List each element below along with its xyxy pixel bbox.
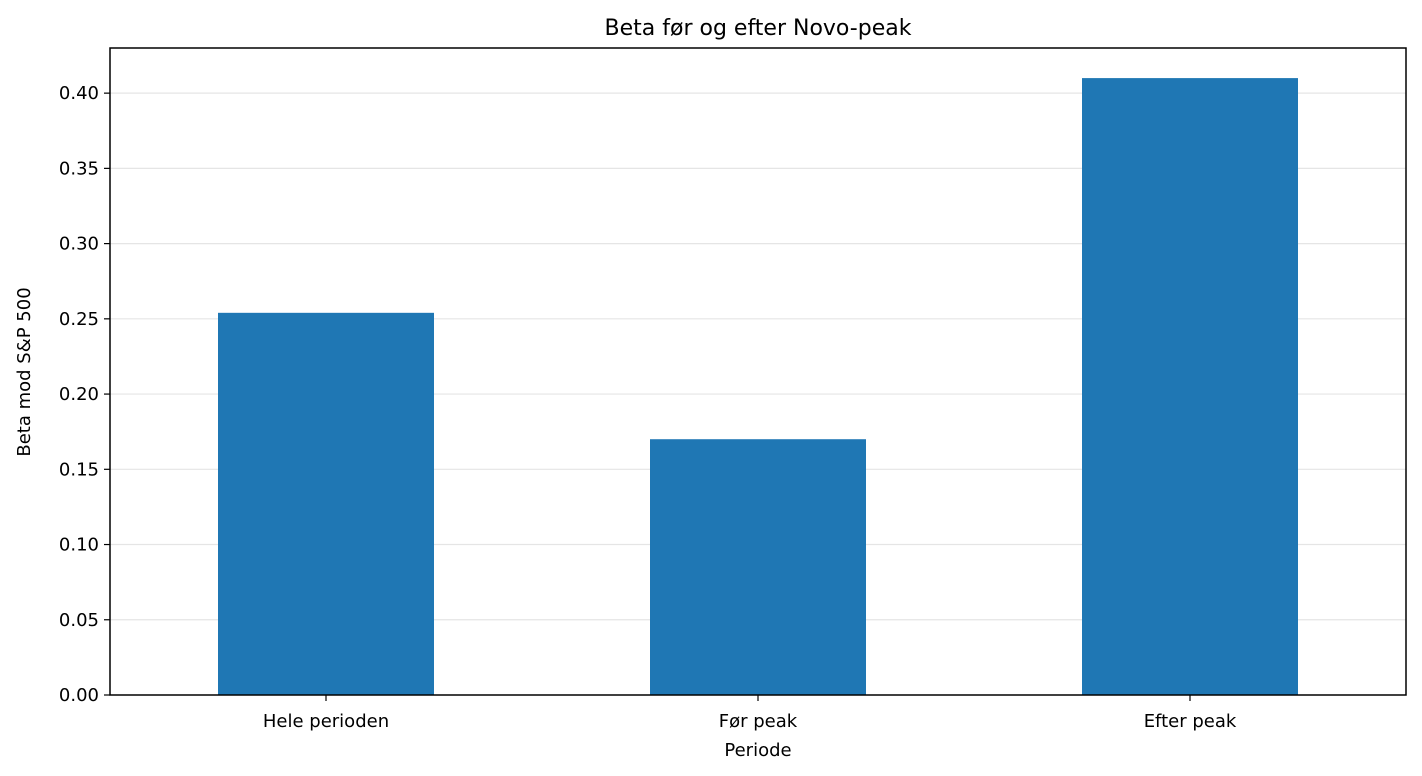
y-tick-label: 0.30 <box>59 234 99 255</box>
bar <box>1082 78 1298 696</box>
y-tick-label: 0.05 <box>59 610 99 631</box>
y-tick-label: 0.20 <box>59 384 99 405</box>
x-tick-label: Før peak <box>719 711 798 732</box>
bars <box>218 78 1298 696</box>
y-tick-label: 0.10 <box>59 535 99 556</box>
y-tick-label: 0.15 <box>59 459 99 480</box>
y-tick-label: 0.00 <box>59 685 99 706</box>
y-tick-label: 0.25 <box>59 309 99 330</box>
bar <box>650 439 866 695</box>
x-tick-label: Hele perioden <box>263 711 389 732</box>
x-axis-ticks: Hele perioden Før peak Efter peak <box>263 695 1237 732</box>
y-axis-label: Beta mod S&P 500 <box>14 287 35 456</box>
x-axis-label: Periode <box>724 740 791 761</box>
y-tick-label: 0.40 <box>59 83 99 104</box>
bar <box>218 312 434 695</box>
x-tick-label: Efter peak <box>1144 711 1237 732</box>
y-tick-label: 0.35 <box>59 158 99 179</box>
chart-title: Beta før og efter Novo-peak <box>605 16 912 41</box>
y-axis-ticks: 0.00 0.05 0.10 0.15 0.20 0.25 0.30 0.35 0.40 <box>59 83 110 706</box>
